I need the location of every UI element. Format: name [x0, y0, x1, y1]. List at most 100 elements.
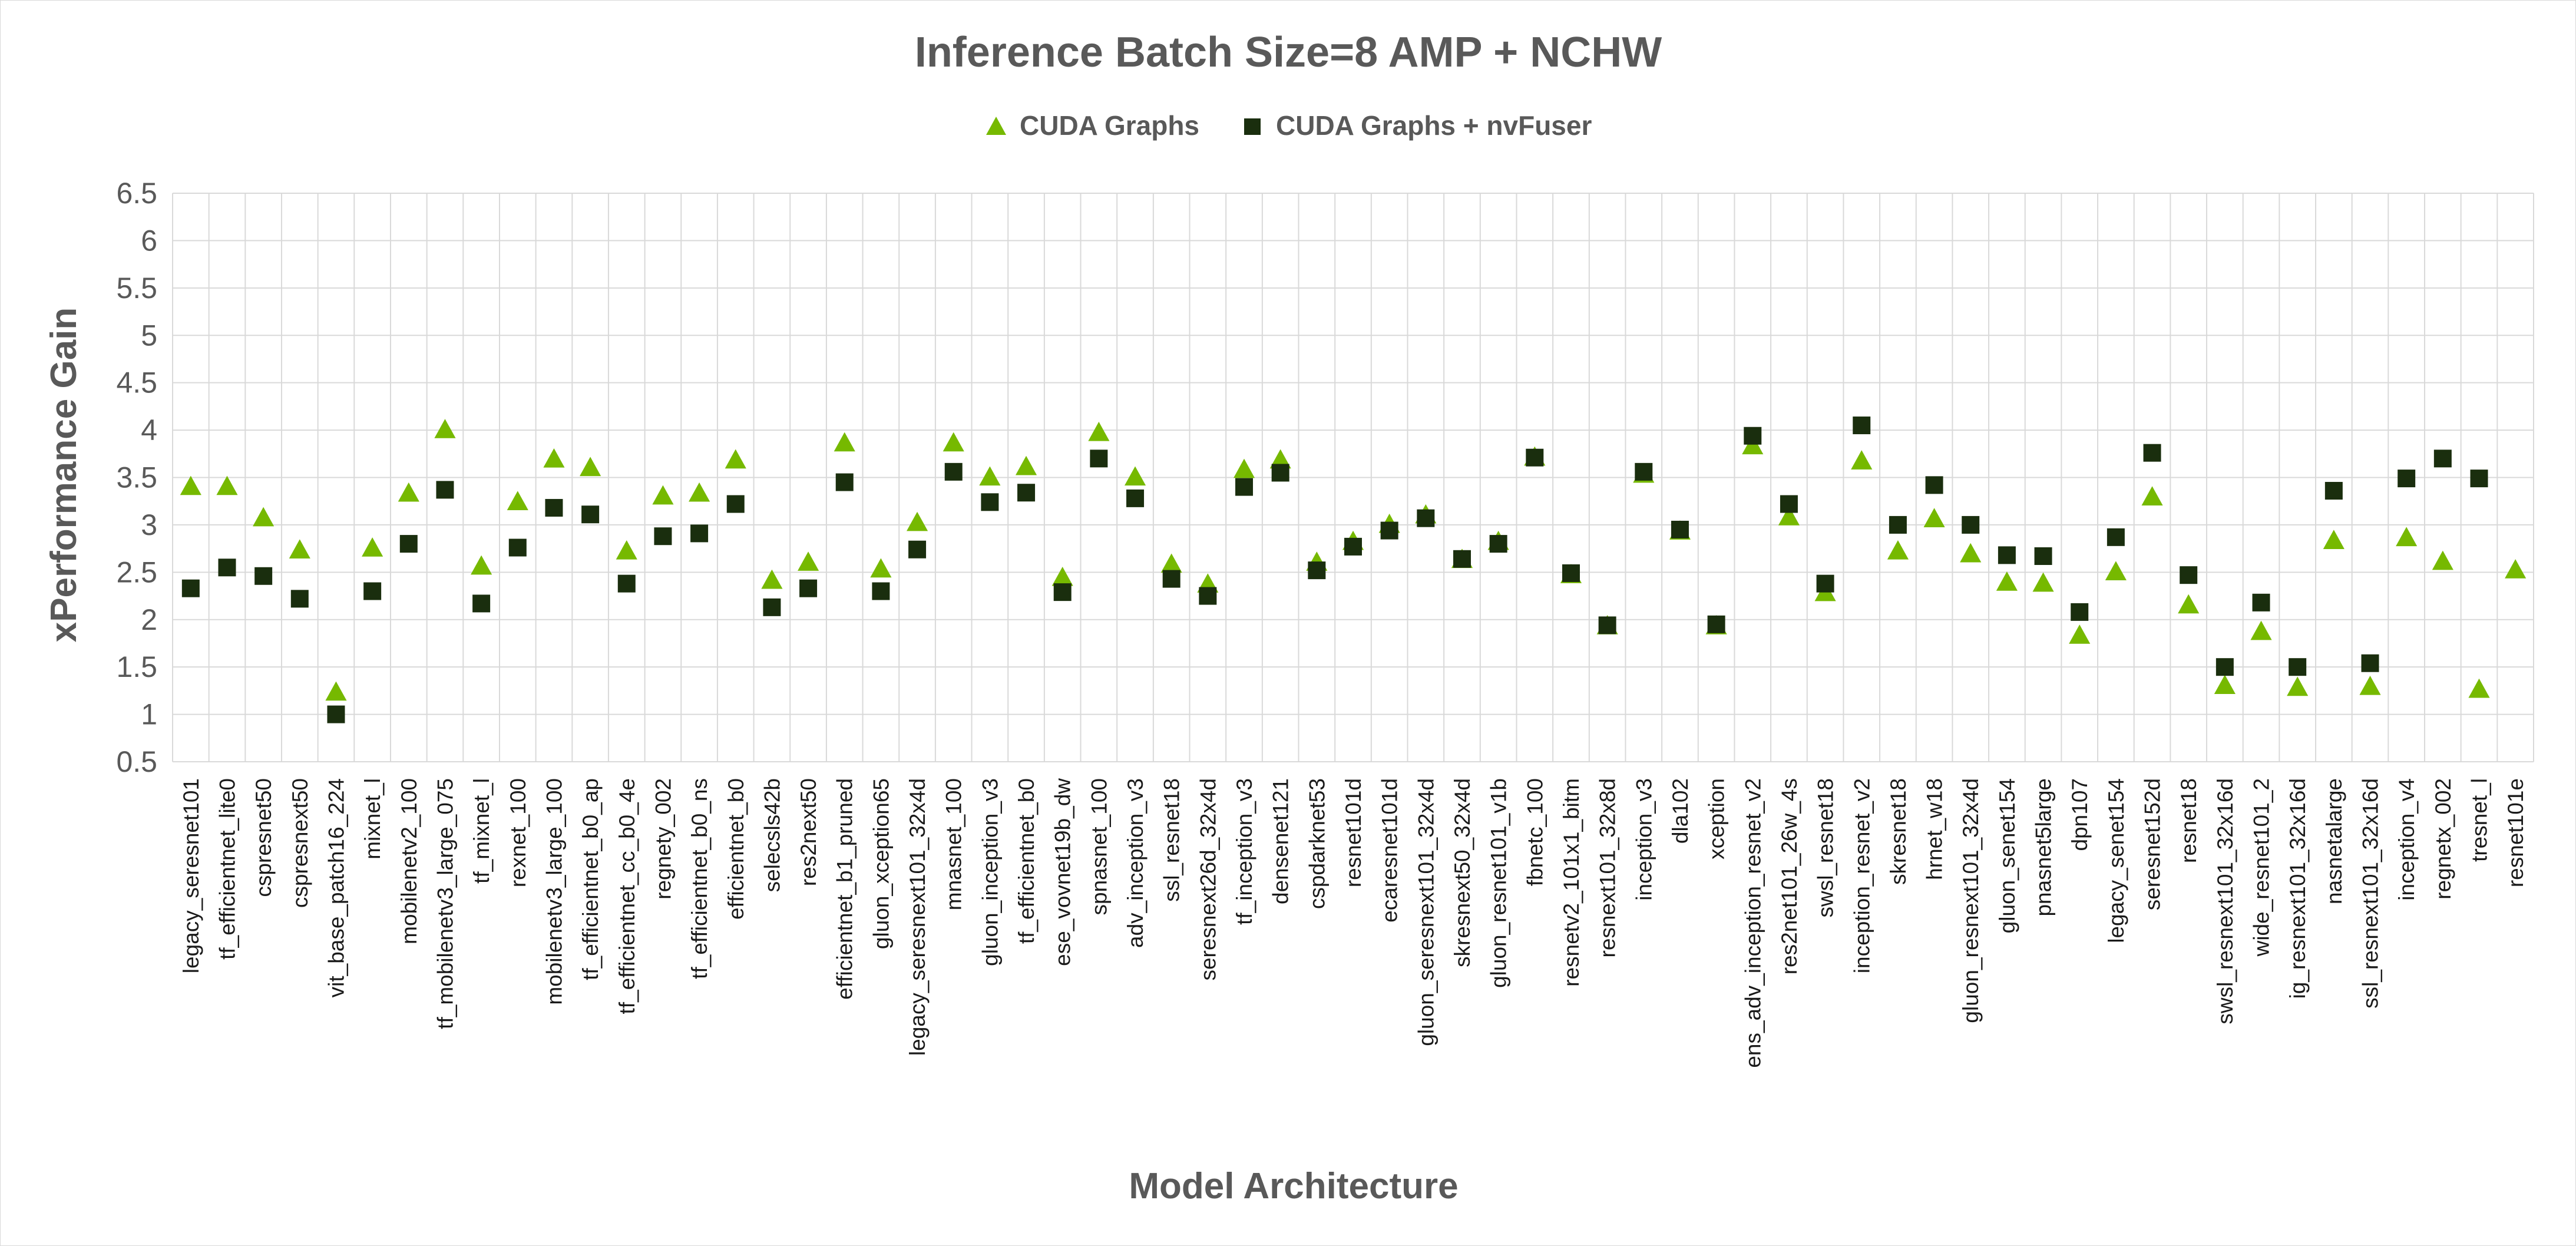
point-cuda-graphs: [1960, 543, 1982, 563]
x-tick-label: adv_inception_v3: [1123, 778, 1148, 948]
x-tick-label: mobilenetv3_large_100: [542, 778, 566, 1005]
x-tick-label: ig_resnext101_32x16d: [2286, 778, 2310, 999]
point-cuda-graphs: [2214, 675, 2236, 695]
y-tick-label: 6.5: [116, 177, 157, 210]
point-cuda-graphs: [580, 457, 601, 477]
x-tick-label: nasnetalarge: [2322, 778, 2346, 904]
point-cuda-graphs-nvfuser: [1816, 574, 1834, 593]
x-tick-label: efficientnet_b1_pruned: [833, 778, 857, 1000]
y-tick-label: 1: [141, 698, 157, 731]
chart-title: Inference Batch Size=8 AMP + NCHW: [915, 29, 1662, 76]
x-tick-label: skresnet18: [1886, 778, 1910, 885]
x-tick-label: tf_efficientnet_b0: [1014, 778, 1039, 944]
x-tick-label: inception_v3: [1632, 778, 1656, 901]
x-tick-label: legacy_seresnet101: [179, 778, 203, 973]
x-tick-label: legacy_seresnext101_32x4d: [905, 778, 930, 1056]
point-cuda-graphs-nvfuser: [944, 462, 963, 481]
x-tick-label: pnasnet5large: [2032, 778, 2056, 917]
point-cuda-graphs: [2359, 675, 2381, 695]
point-cuda-graphs: [216, 475, 238, 495]
x-tick-label: seresnet152d: [2141, 778, 2165, 910]
point-cuda-graphs-nvfuser: [2180, 566, 2198, 584]
y-tick-label: 5: [141, 319, 157, 352]
point-cuda-graphs-nvfuser: [218, 558, 236, 577]
x-tick-label: ecaresnet101d: [1378, 778, 1402, 923]
x-axis-title: Model Architecture: [1129, 1166, 1458, 1207]
point-cuda-graphs-nvfuser: [1889, 515, 1907, 534]
point-cuda-graphs: [180, 475, 201, 495]
point-cuda-graphs: [689, 482, 710, 502]
x-tick-label: efficientnet_b0: [724, 778, 748, 920]
x-tick-label: tf_efficientnet_lite0: [215, 778, 239, 960]
y-tick-label: 4.5: [116, 366, 157, 399]
point-cuda-graphs-nvfuser: [2252, 593, 2270, 612]
point-cuda-graphs-nvfuser: [472, 594, 491, 613]
point-cuda-graphs: [979, 466, 1001, 486]
x-tick-label: cspresnext50: [288, 778, 312, 908]
point-cuda-graphs: [362, 537, 383, 557]
point-cuda-graphs-nvfuser: [1998, 546, 2016, 564]
y-tick-label: 6: [141, 224, 157, 257]
x-tick-label: vit_base_patch16_224: [324, 778, 348, 997]
point-cuda-graphs-nvfuser: [1162, 570, 1180, 588]
x-tick-label: res2net101_26w_4s: [1777, 778, 1801, 974]
point-cuda-graphs-nvfuser: [1744, 427, 1762, 445]
x-tick-label: ssl_resnet18: [1160, 778, 1184, 902]
point-cuda-graphs: [507, 491, 528, 510]
x-tick-label: gluon_xception65: [869, 778, 893, 949]
point-cuda-graphs: [2069, 624, 2091, 644]
point-cuda-graphs: [2505, 559, 2527, 579]
point-cuda-graphs: [434, 419, 456, 438]
point-cuda-graphs-nvfuser: [1780, 495, 1798, 513]
point-cuda-graphs-nvfuser: [1707, 615, 1725, 633]
x-tick-label: mnasnet_100: [942, 778, 966, 910]
x-tick-label: tf_mobilenetv3_large_075: [433, 778, 457, 1029]
legend-triangle-marker: [986, 117, 1006, 135]
point-cuda-graphs-nvfuser: [654, 527, 672, 546]
x-tick-label: cspdarknet53: [1305, 778, 1329, 909]
x-tick-label: tf_efficientnet_cc_b0_4e: [615, 778, 639, 1014]
x-tick-label: selecsls42b: [760, 778, 784, 892]
point-cuda-graphs-nvfuser: [835, 473, 854, 491]
point-cuda-graphs-nvfuser: [1853, 417, 1871, 435]
x-tick-label: dla102: [1668, 778, 1692, 844]
point-cuda-graphs: [2141, 486, 2163, 505]
x-tick-label: spnasnet_100: [1087, 778, 1111, 915]
x-tick-label: xception: [1705, 778, 1729, 860]
legend-label: CUDA Graphs: [1020, 110, 1199, 141]
point-cuda-graphs: [253, 507, 275, 527]
data-points: [180, 417, 2527, 723]
point-cuda-graphs-nvfuser: [254, 567, 273, 585]
x-tick-label: swsl_resnet18: [1814, 778, 1838, 918]
point-cuda-graphs: [2105, 561, 2127, 581]
x-tick-label: inception_resnet_v2: [1850, 778, 1874, 973]
point-cuda-graphs: [761, 569, 783, 589]
x-tick-label: gluon_resnext101_32x4d: [1959, 778, 1983, 1023]
point-cuda-graphs-nvfuser: [1344, 537, 1362, 556]
x-tick-label: inception_v4: [2395, 778, 2419, 901]
x-tick-label: resnet18: [2177, 778, 2201, 863]
legend-square-marker: [1244, 118, 1261, 135]
point-cuda-graphs-nvfuser: [726, 495, 745, 513]
y-axis-title: xPerformance Gain: [44, 308, 84, 643]
point-cuda-graphs: [1051, 566, 1073, 586]
point-cuda-graphs: [471, 555, 492, 575]
point-cuda-graphs-nvfuser: [1526, 448, 1544, 467]
y-tick-label: 3.5: [116, 461, 157, 494]
point-cuda-graphs-nvfuser: [872, 582, 890, 600]
point-cuda-graphs: [1742, 435, 1764, 455]
point-cuda-graphs-nvfuser: [2215, 658, 2234, 676]
point-cuda-graphs: [1088, 421, 1110, 441]
y-tick-label: 2.5: [116, 556, 157, 589]
x-tick-label: gluon_senet154: [1995, 778, 2019, 933]
x-tick-label: wide_resnet101_2: [2250, 778, 2274, 957]
x-tick-label: fbnetc_100: [1523, 778, 1547, 886]
point-cuda-graphs: [1887, 540, 1909, 560]
point-cuda-graphs-nvfuser: [363, 582, 382, 600]
point-cuda-graphs: [870, 558, 892, 578]
point-cuda-graphs: [1160, 553, 1182, 573]
x-tick-label: gluon_resnet101_v1b: [1487, 778, 1511, 988]
x-tick-label: seresnext26d_32x4d: [1196, 778, 1220, 981]
point-cuda-graphs-nvfuser: [1053, 583, 1072, 601]
